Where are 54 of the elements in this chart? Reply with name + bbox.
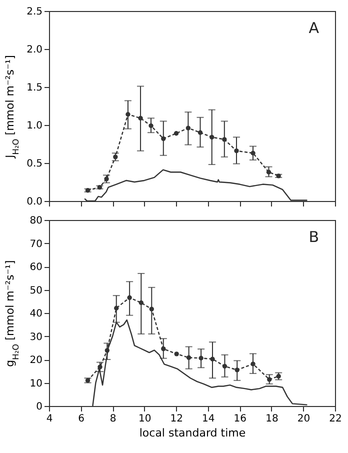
- point: [186, 126, 191, 130]
- point: [138, 300, 144, 306]
- x-axis-title: local standard time: [139, 426, 246, 440]
- annotation: B: [308, 228, 319, 246]
- y-tick-label: 1.0: [26, 120, 42, 132]
- y-tick-label: 80: [30, 216, 42, 226]
- point: [161, 136, 166, 142]
- x-tick-label: 4: [46, 414, 53, 424]
- point: [114, 306, 119, 310]
- point: [161, 346, 166, 352]
- y-tick-label: 20: [30, 355, 42, 366]
- point: [198, 130, 203, 135]
- point: [126, 112, 130, 117]
- x-tick-label: 18: [266, 414, 278, 424]
- point: [174, 352, 179, 356]
- point: [149, 306, 154, 312]
- y-tick-label: 0: [36, 402, 42, 412]
- y-tick-label: 70: [30, 238, 42, 250]
- y-tick-label: 10: [30, 378, 42, 390]
- point: [234, 148, 239, 154]
- x-tick-label: 14: [202, 414, 215, 424]
- y-tick-label: 0.0: [26, 196, 42, 208]
- x-tick-label: 16: [234, 414, 247, 424]
- x-tick-label: 12: [170, 414, 183, 424]
- point: [250, 362, 256, 366]
- point: [198, 356, 204, 360]
- point: [148, 123, 154, 128]
- y-tick-label: 60: [30, 262, 42, 273]
- point: [210, 356, 215, 362]
- annotation: A: [308, 19, 320, 37]
- point: [138, 116, 143, 120]
- point: [222, 137, 227, 142]
- point: [174, 131, 179, 136]
- x-tick-label: 22: [329, 414, 342, 424]
- y-tick-label: 0.5: [26, 158, 42, 170]
- y-tick-label: 50: [30, 285, 42, 296]
- point: [210, 134, 214, 140]
- y-tick-label: 2.0: [26, 44, 42, 56]
- x-tick-label: 20: [297, 414, 310, 424]
- x-tick-label: 6: [78, 414, 84, 424]
- point: [267, 377, 272, 382]
- x-tick-label: 10: [138, 414, 152, 424]
- point: [222, 364, 228, 369]
- point: [266, 170, 272, 174]
- point: [98, 364, 102, 370]
- y-tick-label: 1.5: [26, 82, 42, 94]
- point: [234, 368, 240, 372]
- x-tick-label: 8: [110, 414, 116, 424]
- y-tick-label: 40: [30, 308, 42, 320]
- point: [186, 355, 192, 360]
- point: [127, 295, 132, 300]
- y-tick-label: 2.5: [26, 6, 42, 18]
- point: [250, 150, 256, 156]
- y-tick-label: 30: [30, 332, 42, 343]
